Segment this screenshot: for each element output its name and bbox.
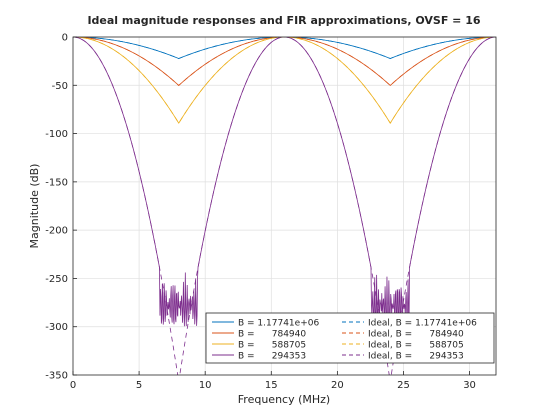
y-tick-label: -100: [45, 129, 68, 140]
y-tick-label: 0: [62, 33, 68, 44]
plot-area: [73, 37, 496, 375]
grid-lines: [73, 37, 496, 375]
x-tick-label: 15: [265, 380, 278, 391]
ideal-series-line-4: [73, 37, 496, 59]
x-tick-label: 10: [199, 380, 212, 391]
y-axis-ticks: 0 -50 -100 -150 -200 -250 -300 -350: [45, 33, 77, 382]
legend-entry-label: Ideal, B = 588705: [368, 341, 464, 351]
legend-entry-label: B = 588705: [238, 341, 306, 351]
axes-box: [72, 36, 497, 376]
legend-entry-label: B = 784940: [238, 330, 306, 340]
x-tick-label: 25: [397, 380, 410, 391]
y-axis-label: Magnitude (dB): [28, 164, 41, 249]
y-tick-label: -250: [45, 274, 68, 285]
y-tick-label: -200: [45, 226, 68, 237]
legend-entry-label: Ideal, B = 294353: [368, 352, 464, 362]
chart-title: Ideal magnitude responses and FIR approx…: [87, 14, 480, 27]
y-tick-label: -300: [45, 322, 68, 333]
y-tick-label: -150: [45, 177, 68, 188]
x-tick-label: 0: [70, 380, 76, 391]
x-tick-label: 20: [331, 380, 344, 391]
legend-entry-label: B = 294353: [238, 352, 306, 362]
legend-entry-label: Ideal, B = 784940: [368, 330, 464, 340]
legend-entry-label: B = 1.17741e+06: [238, 319, 319, 329]
legend-entry-label: Ideal, B = 1.17741e+06: [368, 319, 477, 329]
ideal-series-line-5: [73, 37, 496, 87]
x-tick-label: 30: [463, 380, 476, 391]
y-tick-label: -350: [45, 371, 68, 382]
x-axis-ticks: 0 5 10 15 20 25 30: [70, 371, 476, 391]
ideal-series-line-6: [73, 37, 496, 124]
x-axis-label: Frequency (MHz): [238, 393, 330, 406]
x-tick-label: 5: [136, 380, 142, 391]
ideal-series-line-7: [73, 37, 496, 375]
y-tick-label: -50: [52, 81, 68, 92]
